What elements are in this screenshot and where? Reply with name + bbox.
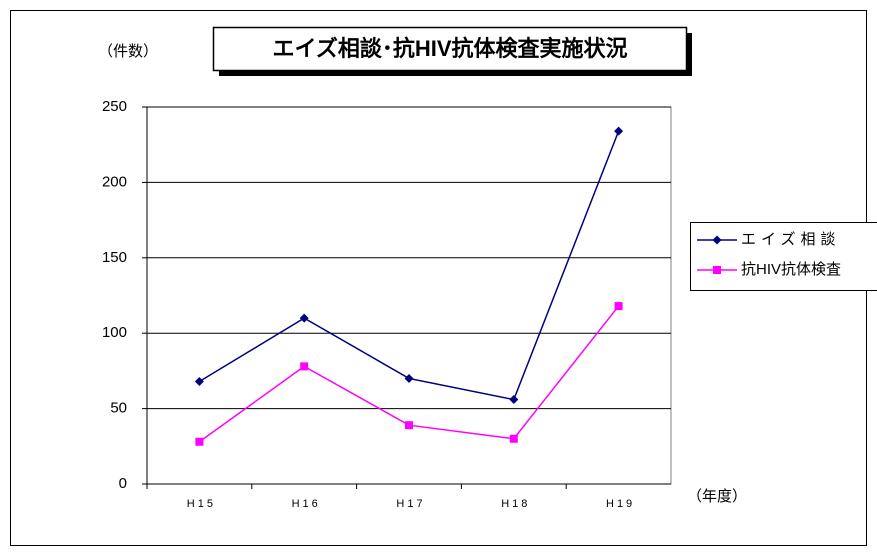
data-point [299,313,309,323]
data-point [614,126,624,136]
x-tick-label: H15 [187,498,216,510]
y-tick-label: 100 [102,324,127,341]
legend-marker [713,266,721,274]
x-tick-label: H18 [501,498,530,510]
plot-area [146,106,672,485]
data-point [194,376,204,386]
legend-label: エイズ相談 [741,231,841,248]
x-axis-label: （年度） [687,488,747,505]
y-tick-label: 50 [110,400,127,417]
y-tick-label: 250 [102,98,127,115]
x-tick-label: H19 [606,498,635,510]
y-tick-label: 0 [119,475,127,492]
data-point [404,373,414,383]
y-tick-label: 150 [102,249,127,266]
x-tick-label: H17 [396,498,425,510]
title-box [212,26,688,72]
y-tick-label: 200 [102,173,127,190]
legend-marker [712,235,722,245]
data-point [509,434,518,443]
y-axis-label: （件数） [98,43,158,60]
x-tick-label: H16 [292,498,321,510]
legend-box [690,222,877,291]
data-point [509,395,519,405]
data-point [195,437,204,446]
data-point [405,421,413,430]
legend-label: 抗HIV抗体検査 [741,261,841,278]
data-point [614,302,623,311]
chart-title: エイズ相談･抗HIV抗体検査実施状況 [272,36,627,61]
data-point [300,362,309,371]
